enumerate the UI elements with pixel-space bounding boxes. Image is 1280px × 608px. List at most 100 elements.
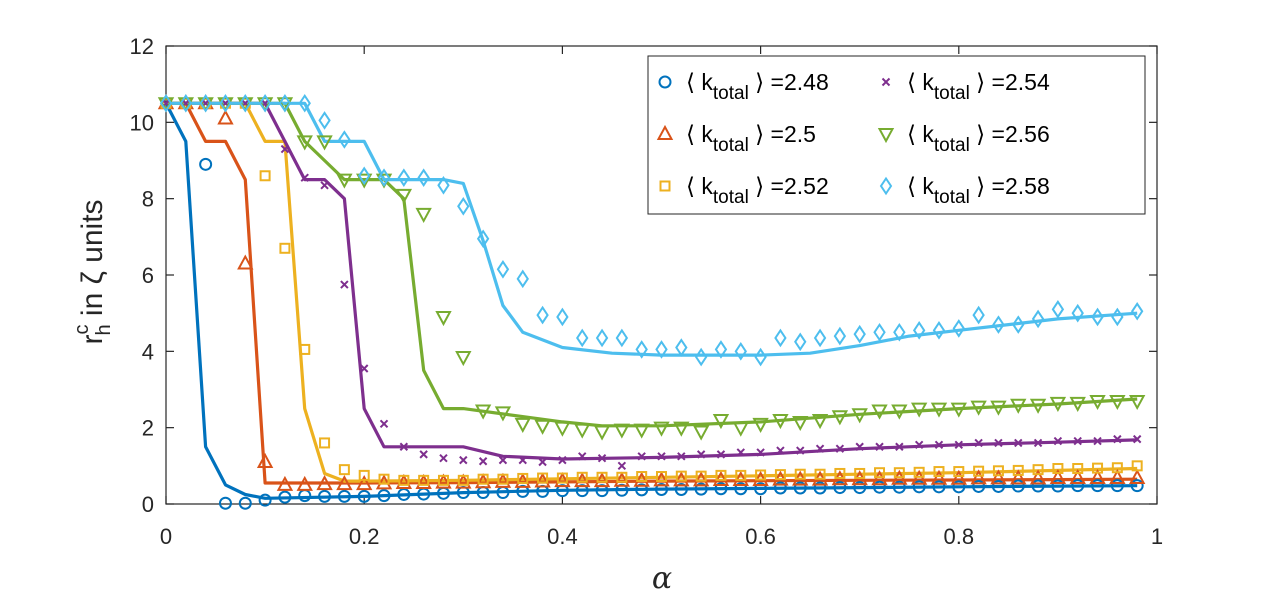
data-point — [359, 364, 369, 373]
data-point — [476, 229, 490, 249]
data-point — [1071, 479, 1085, 493]
data-point — [258, 93, 272, 113]
data-point — [494, 472, 512, 488]
data-point — [930, 469, 948, 485]
data-point — [578, 452, 587, 461]
data-point — [796, 446, 805, 455]
data-point — [1111, 307, 1124, 327]
data-point — [1031, 479, 1045, 493]
data-point — [574, 423, 591, 439]
data-point — [299, 343, 311, 355]
data-point — [534, 419, 551, 435]
data-point — [912, 480, 926, 494]
data-point — [950, 469, 967, 485]
data-point — [794, 332, 807, 352]
y-axis-title-base: r — [76, 335, 109, 345]
data-point — [556, 472, 568, 484]
data-point — [835, 444, 845, 453]
data-point — [1109, 394, 1126, 411]
legend-label-pre: ⟨ k — [907, 121, 934, 147]
data-point — [455, 473, 472, 489]
data-point — [419, 450, 428, 459]
legend-item-2: ⟨ ktotal ⟩ =2.5 — [656, 121, 816, 156]
data-point — [973, 465, 985, 477]
data-point — [1069, 468, 1086, 485]
data-point — [755, 469, 767, 481]
data-point — [811, 414, 829, 430]
series-line-2 — [166, 101, 1138, 485]
y-axis-title-superscript: c — [71, 325, 93, 335]
data-point — [972, 305, 985, 325]
data-point — [715, 469, 727, 481]
data-point — [950, 402, 967, 418]
data-point — [1109, 468, 1126, 485]
data-point — [474, 473, 492, 489]
data-point — [278, 490, 292, 504]
data-point — [834, 467, 846, 479]
data-point — [1010, 469, 1027, 485]
data-point — [1014, 438, 1023, 448]
data-point — [912, 321, 926, 340]
data-point — [814, 468, 826, 480]
data-point — [992, 465, 1004, 477]
data-point — [378, 473, 390, 485]
data-point — [435, 310, 452, 327]
data-point — [695, 470, 707, 482]
data-point — [1051, 300, 1065, 319]
data-point — [357, 489, 371, 503]
data-point — [893, 322, 906, 342]
legend-label-post: ⟩ =2.52 — [749, 173, 829, 199]
data-point — [1031, 309, 1045, 329]
data-point — [477, 473, 489, 485]
data-point — [1051, 479, 1065, 493]
data-point — [437, 176, 450, 195]
data-point — [296, 135, 313, 151]
data-point — [537, 472, 549, 484]
y-axis-title: rch in ζ units — [71, 199, 115, 344]
data-point — [478, 457, 488, 466]
data-point — [276, 475, 294, 491]
data-point — [853, 481, 867, 495]
data-point — [677, 452, 686, 461]
legend-label-pre: ⟨ k — [907, 69, 934, 95]
legend-item-1: ⟨ ktotal ⟩ =2.48 — [658, 69, 829, 104]
legend-label-post: ⟩ =2.54 — [970, 69, 1050, 95]
data-point — [932, 321, 946, 340]
legend-label-sub: total — [713, 83, 749, 104]
data-point — [558, 455, 567, 465]
data-point — [395, 188, 413, 204]
data-point — [970, 400, 987, 416]
data-point — [772, 414, 789, 430]
data-point — [1053, 436, 1063, 446]
legend: ⟨ ktotal ⟩ =2.48⟨ ktotal ⟩ =2.5⟨ ktotal … — [647, 55, 1146, 215]
data-point — [854, 467, 866, 479]
legend-item-6: ⟨ ktotal ⟩ =2.58 — [879, 173, 1050, 208]
data-point — [514, 472, 531, 488]
data-point — [576, 471, 588, 483]
data-point — [296, 475, 313, 491]
x-tick-label: 1 — [1151, 524, 1163, 549]
data-point — [418, 474, 430, 486]
data-point — [395, 473, 413, 490]
data-point — [516, 269, 529, 289]
data-point — [635, 340, 648, 359]
data-point — [316, 475, 333, 491]
data-point — [1049, 396, 1067, 412]
data-point — [714, 340, 728, 359]
data-point — [457, 196, 470, 216]
legend-label-post: ⟩ =2.48 — [749, 69, 829, 95]
data-point — [774, 469, 786, 481]
data-point — [316, 135, 333, 151]
data-point — [970, 469, 987, 485]
data-point — [596, 471, 608, 483]
data-point — [653, 421, 670, 437]
data-point — [991, 479, 1005, 493]
legend-label: ⟨ ktotal ⟩ =2.56 — [907, 121, 1050, 156]
x-axis-title: α — [652, 561, 672, 596]
data-point — [694, 347, 708, 367]
data-point — [613, 471, 631, 487]
data-point — [435, 473, 452, 489]
legend-label-pre: ⟨ k — [686, 173, 713, 199]
data-point — [1011, 479, 1025, 493]
data-point — [694, 482, 708, 496]
